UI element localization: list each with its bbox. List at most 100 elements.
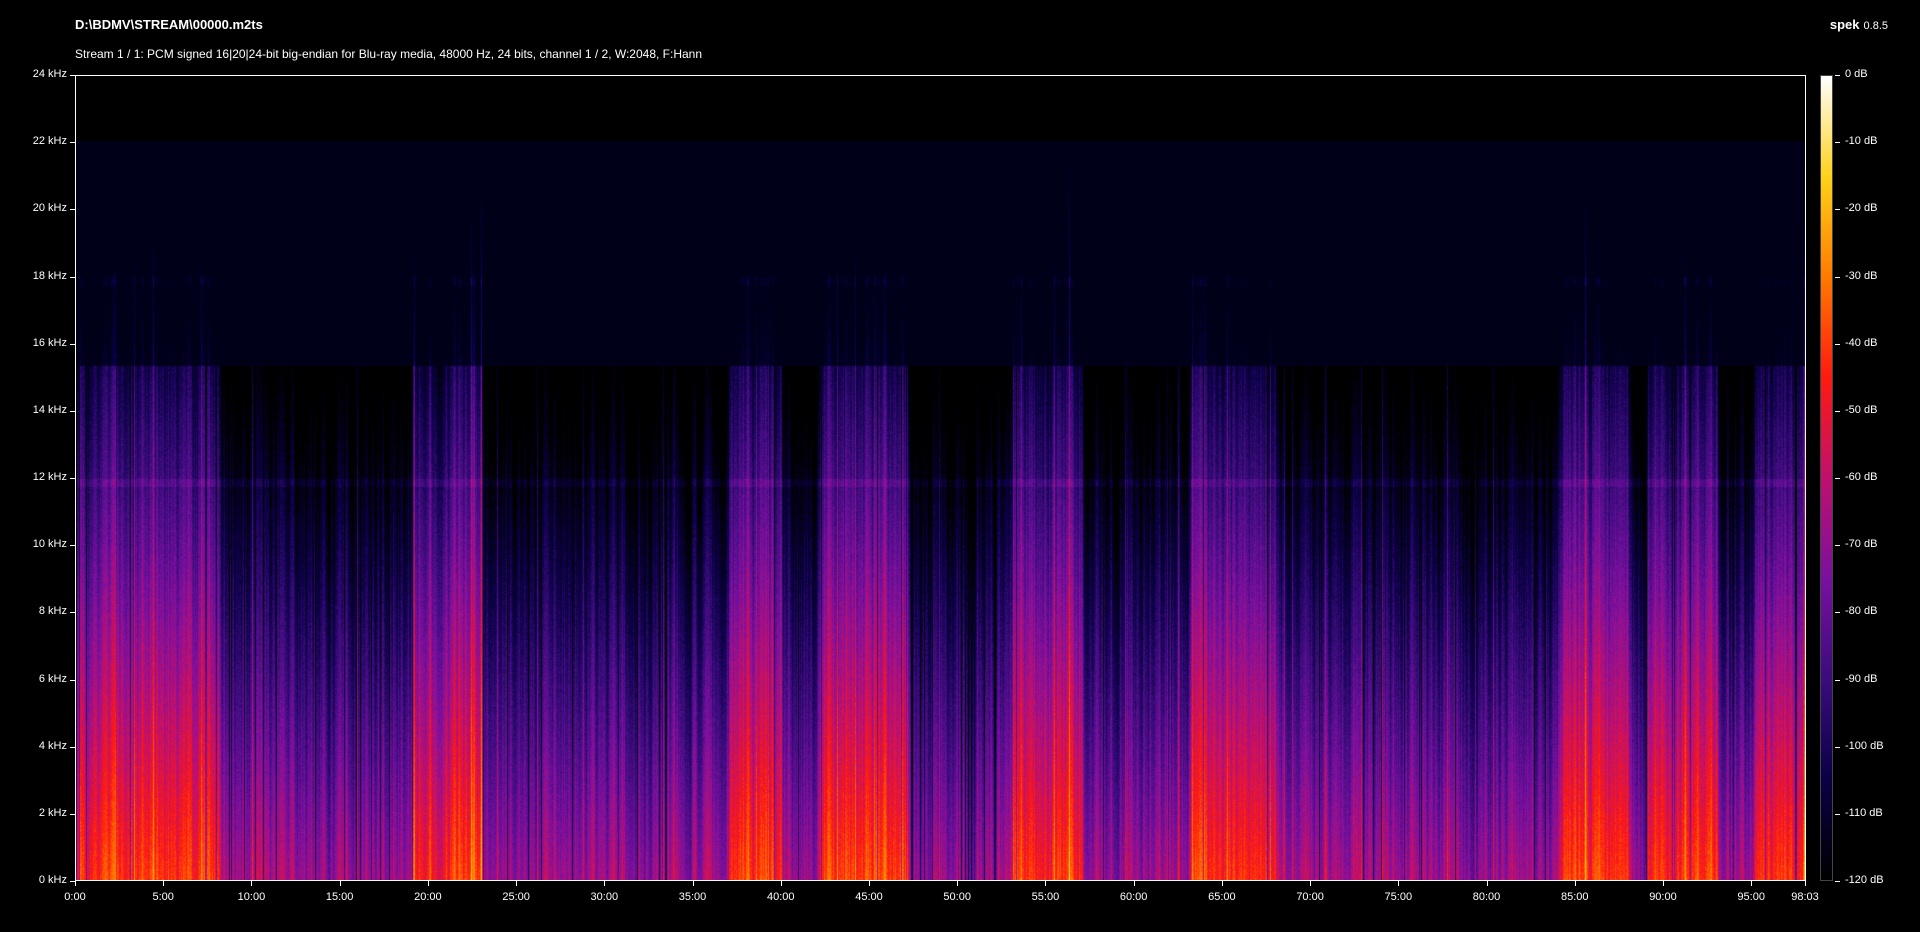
- freq-tick: [70, 343, 75, 345]
- freq-tick: [70, 478, 75, 479]
- freq-tick-label: 10 kHz: [32, 538, 67, 551]
- time-tick-label: 5:00: [152, 891, 174, 903]
- freq-tick: [70, 545, 75, 547]
- freq-tick-label: 12 kHz: [32, 471, 67, 483]
- freq-tick-label: 6 kHz: [38, 672, 67, 685]
- freq-tick: [70, 209, 75, 211]
- freq-tick: [70, 276, 75, 278]
- time-tick-label: 45:00: [855, 891, 883, 903]
- time-tick: [516, 881, 518, 886]
- time-tick: [427, 881, 429, 886]
- time-tick-label: 60:00: [1119, 891, 1148, 903]
- db-tick-label: -50 dB: [1845, 403, 1878, 416]
- db-tick-label: 0 dB: [1845, 68, 1868, 80]
- time-tick: [868, 881, 870, 886]
- db-tick: [1835, 410, 1840, 412]
- db-tick-label: -40 dB: [1845, 336, 1878, 349]
- time-tick-label: 15:00: [325, 891, 354, 903]
- freq-tick: [70, 746, 75, 748]
- time-tick-label: 80:00: [1472, 891, 1501, 903]
- freq-tick: [70, 142, 75, 144]
- time-tick: [1221, 881, 1223, 886]
- db-tick: [1835, 343, 1840, 345]
- db-tick: [1835, 746, 1840, 748]
- time-tick: [1133, 881, 1135, 886]
- time-tick: [692, 881, 694, 886]
- freq-tick: [70, 410, 75, 412]
- db-tick-label: -90 dB: [1845, 672, 1878, 685]
- time-tick-label: 25:00: [502, 891, 530, 903]
- time-tick-label: 98:03: [1791, 891, 1819, 903]
- freq-tick: [70, 75, 75, 76]
- spectrogram-plot[interactable]: [75, 75, 1806, 881]
- time-tick-label: 35:00: [678, 891, 707, 903]
- db-tick-label: -80 dB: [1845, 605, 1878, 618]
- db-tick: [1835, 276, 1840, 278]
- app-name: spek 0.8.5: [1830, 17, 1888, 32]
- db-tick-label: -10 dB: [1845, 135, 1878, 148]
- db-tick: [1835, 75, 1840, 76]
- freq-tick: [70, 813, 75, 815]
- time-tick: [1310, 881, 1312, 886]
- time-tick: [1398, 881, 1400, 886]
- db-tick: [1835, 612, 1840, 614]
- freq-tick-label: 20 kHz: [32, 202, 67, 215]
- time-tick-label: 10:00: [237, 891, 266, 903]
- db-tick-label: -20 dB: [1845, 202, 1878, 215]
- time-tick-label: 50:00: [943, 891, 971, 903]
- time-tick: [163, 881, 165, 886]
- db-tick-label: -60 dB: [1845, 471, 1878, 483]
- db-tick: [1835, 142, 1840, 144]
- time-tick: [1751, 881, 1753, 886]
- freq-tick: [70, 679, 75, 681]
- db-tick: [1835, 881, 1840, 882]
- time-tick-label: 85:00: [1560, 891, 1589, 903]
- freq-tick-label: 0 kHz: [38, 874, 67, 886]
- time-tick-label: 75:00: [1384, 891, 1413, 903]
- app-version: 0.8.5: [1863, 20, 1888, 32]
- db-tick: [1835, 545, 1840, 547]
- db-tick: [1835, 478, 1840, 479]
- db-tick-label: -70 dB: [1845, 538, 1878, 551]
- db-tick: [1835, 209, 1840, 211]
- freq-tick-label: 24 kHz: [32, 68, 67, 80]
- freq-tick: [70, 881, 75, 882]
- db-tick: [1835, 813, 1840, 815]
- time-tick: [1805, 881, 1806, 886]
- time-tick: [251, 881, 253, 886]
- time-tick: [1574, 881, 1576, 886]
- freq-tick-label: 2 kHz: [38, 806, 67, 819]
- time-tick-label: 0:00: [64, 891, 86, 903]
- app-name-label: spek: [1829, 17, 1860, 32]
- time-tick: [604, 881, 606, 886]
- freq-tick-label: 22 kHz: [32, 135, 67, 148]
- time-tick-label: 70:00: [1296, 891, 1324, 903]
- time-tick-label: 20:00: [414, 891, 442, 903]
- freq-tick-label: 16 kHz: [32, 336, 67, 349]
- db-tick-label: -120 dB: [1845, 874, 1884, 886]
- stream-info: Stream 1 / 1: PCM signed 16|20|24-bit bi…: [75, 47, 703, 61]
- db-tick-label: -110 dB: [1845, 806, 1883, 819]
- spectrogram-canvas[interactable]: [76, 76, 1805, 880]
- freq-tick-label: 14 kHz: [32, 403, 67, 416]
- time-tick-label: 65:00: [1208, 891, 1236, 903]
- db-tick-label: -100 dB: [1845, 739, 1884, 752]
- db-tick-label: -30 dB: [1845, 269, 1878, 282]
- time-tick: [339, 881, 341, 886]
- time-tick-label: 90:00: [1649, 891, 1677, 903]
- freq-tick: [70, 612, 75, 614]
- time-tick: [1486, 881, 1488, 886]
- time-tick-label: 40:00: [766, 891, 795, 903]
- freq-tick-label: 18 kHz: [32, 269, 67, 282]
- time-tick-label: 95:00: [1737, 891, 1765, 903]
- color-scale-bar: [1820, 75, 1833, 881]
- time-tick: [75, 881, 76, 886]
- freq-tick-label: 8 kHz: [38, 605, 67, 618]
- time-tick: [957, 881, 959, 886]
- time-tick: [1045, 881, 1047, 886]
- file-title: D:\BDMV\STREAM\00000.m2ts: [75, 17, 263, 32]
- time-tick-label: 30:00: [590, 891, 619, 903]
- db-tick: [1835, 679, 1840, 681]
- time-tick-label: 55:00: [1031, 891, 1060, 903]
- time-tick: [780, 881, 782, 886]
